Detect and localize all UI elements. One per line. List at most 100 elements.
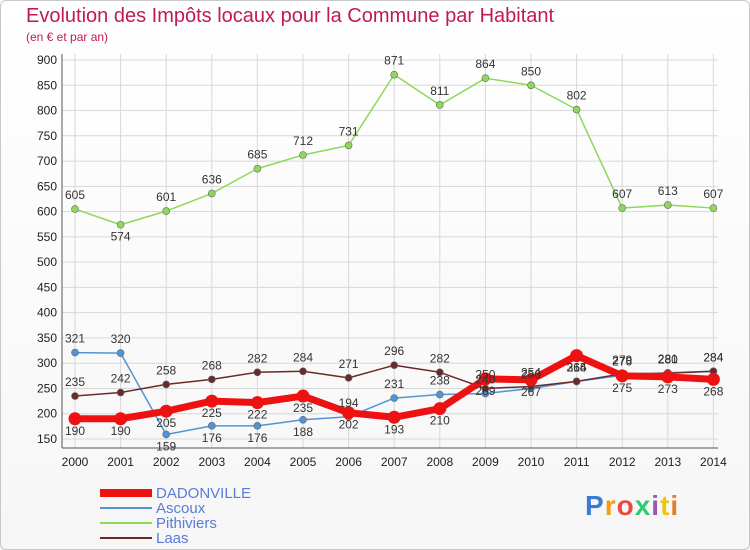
y-tick-label: 150	[37, 432, 57, 446]
data-point-pithiviers	[208, 189, 216, 198]
x-tick-label: 2012	[609, 455, 636, 469]
data-point-dadonville	[524, 373, 538, 387]
data-label-ascoux: 321	[65, 332, 85, 346]
data-point-dadonville	[205, 394, 219, 408]
chart-title: Evolution des Impôts locaux pour la Comm…	[26, 5, 555, 27]
data-point-laas	[71, 392, 79, 400]
legend-item-pithiviers: Pithiviers	[100, 515, 217, 532]
data-point-laas	[162, 380, 170, 389]
y-tick-label: 450	[37, 280, 57, 294]
data-point-pithiviers	[299, 151, 307, 159]
data-label-pithiviers: 712	[293, 134, 313, 148]
data-point-ascoux	[162, 430, 170, 439]
y-tick-label: 350	[37, 331, 57, 345]
data-point-dadonville	[478, 372, 492, 386]
data-label-dadonville: 273	[658, 382, 678, 396]
data-point-pithiviers	[618, 204, 627, 212]
legend-label-laas: Laas	[156, 529, 189, 547]
legend-label-ascoux: Ascoux	[156, 499, 206, 517]
data-label-ascoux: 276	[612, 354, 632, 368]
logo-letter: t	[660, 490, 671, 521]
data-label-dadonville: 222	[247, 408, 267, 422]
legend-item-ascoux: Ascoux	[100, 499, 206, 517]
y-tick-label: 700	[37, 154, 57, 168]
y-tick-label: 200	[37, 407, 57, 421]
legend-swatch-laas	[100, 537, 152, 539]
data-point-pithiviers	[572, 105, 581, 114]
data-label-laas: 284	[703, 350, 723, 364]
data-point-laas	[253, 368, 262, 377]
data-label-pithiviers: 601	[156, 190, 176, 204]
data-label-dadonville: 269	[475, 384, 495, 398]
data-label-dadonville: 205	[156, 416, 176, 430]
logo-letter: r	[604, 490, 617, 521]
data-point-pithiviers	[663, 201, 672, 209]
data-point-laas	[208, 375, 216, 384]
data-point-dadonville	[387, 410, 401, 424]
data-label-pithiviers: 607	[612, 187, 632, 201]
data-label-laas: 282	[247, 351, 267, 365]
data-point-ascoux	[208, 422, 216, 430]
data-label-laas: 235	[65, 375, 85, 389]
legend-swatch-ascoux	[100, 507, 152, 509]
y-tick-label: 850	[37, 78, 57, 92]
data-label-laas: 254	[521, 365, 541, 379]
legend-swatch-dadonville	[100, 489, 152, 497]
data-label-ascoux: 176	[202, 431, 222, 445]
data-point-ascoux	[116, 349, 125, 357]
data-point-ascoux	[390, 394, 399, 402]
data-label-dadonville: 193	[384, 422, 404, 436]
data-point-dadonville	[159, 404, 173, 418]
y-tick-label: 750	[37, 129, 57, 143]
data-label-laas: 258	[156, 363, 176, 377]
data-label-pithiviers: 613	[658, 184, 678, 198]
data-point-laas	[116, 388, 125, 397]
data-label-pithiviers: 871	[384, 54, 404, 68]
data-point-laas	[572, 377, 581, 386]
data-point-dadonville	[68, 412, 82, 426]
data-label-ascoux: 250	[521, 367, 541, 381]
data-point-pithiviers	[390, 70, 399, 79]
data-point-pithiviers	[253, 164, 262, 173]
data-label-ascoux: 194	[339, 396, 359, 410]
data-point-dadonville	[250, 396, 264, 410]
y-tick-label: 250	[37, 381, 57, 395]
y-tick-label: 900	[37, 53, 57, 67]
x-tick-label: 2005	[290, 455, 317, 469]
y-tick-label: 650	[37, 179, 57, 193]
data-label-ascoux: 284	[703, 350, 723, 364]
data-label-laas: 279	[612, 353, 632, 367]
data-label-pithiviers: 574	[111, 230, 131, 244]
x-tick-label: 2009	[472, 455, 499, 469]
data-point-dadonville	[296, 389, 310, 403]
data-label-ascoux: 238	[430, 374, 450, 388]
data-point-laas	[435, 368, 444, 377]
x-tick-label: 2014	[700, 455, 727, 469]
data-label-pithiviers: 850	[521, 64, 541, 78]
x-tick-label: 2007	[381, 455, 408, 469]
data-label-pithiviers: 685	[247, 148, 267, 162]
logo-letter: i	[670, 490, 680, 521]
data-label-dadonville: 275	[612, 381, 632, 395]
data-label-ascoux: 231	[384, 377, 404, 391]
data-label-laas: 282	[430, 351, 450, 365]
data-label-dadonville: 210	[430, 414, 450, 428]
data-label-ascoux: 159	[156, 439, 176, 453]
proxiti-logo: Proxiti	[585, 490, 679, 522]
y-tick-label: 500	[37, 255, 57, 269]
data-label-dadonville: 190	[111, 424, 131, 438]
data-point-pithiviers	[481, 74, 490, 82]
data-label-pithiviers: 811	[430, 84, 449, 98]
data-label-dadonville: 190	[65, 424, 85, 438]
y-tick-label: 550	[37, 230, 57, 244]
data-label-dadonville: 235	[293, 401, 313, 415]
logo-letter: x	[634, 490, 652, 521]
data-label-dadonville: 268	[703, 384, 723, 398]
x-tick-label: 2008	[426, 455, 453, 469]
legend-item-laas: Laas	[100, 529, 189, 547]
chart-subtitle: (en € et par an)	[26, 30, 109, 44]
data-label-pithiviers: 731	[339, 124, 359, 138]
data-point-pithiviers	[527, 81, 535, 90]
x-tick-label: 2003	[198, 455, 225, 469]
